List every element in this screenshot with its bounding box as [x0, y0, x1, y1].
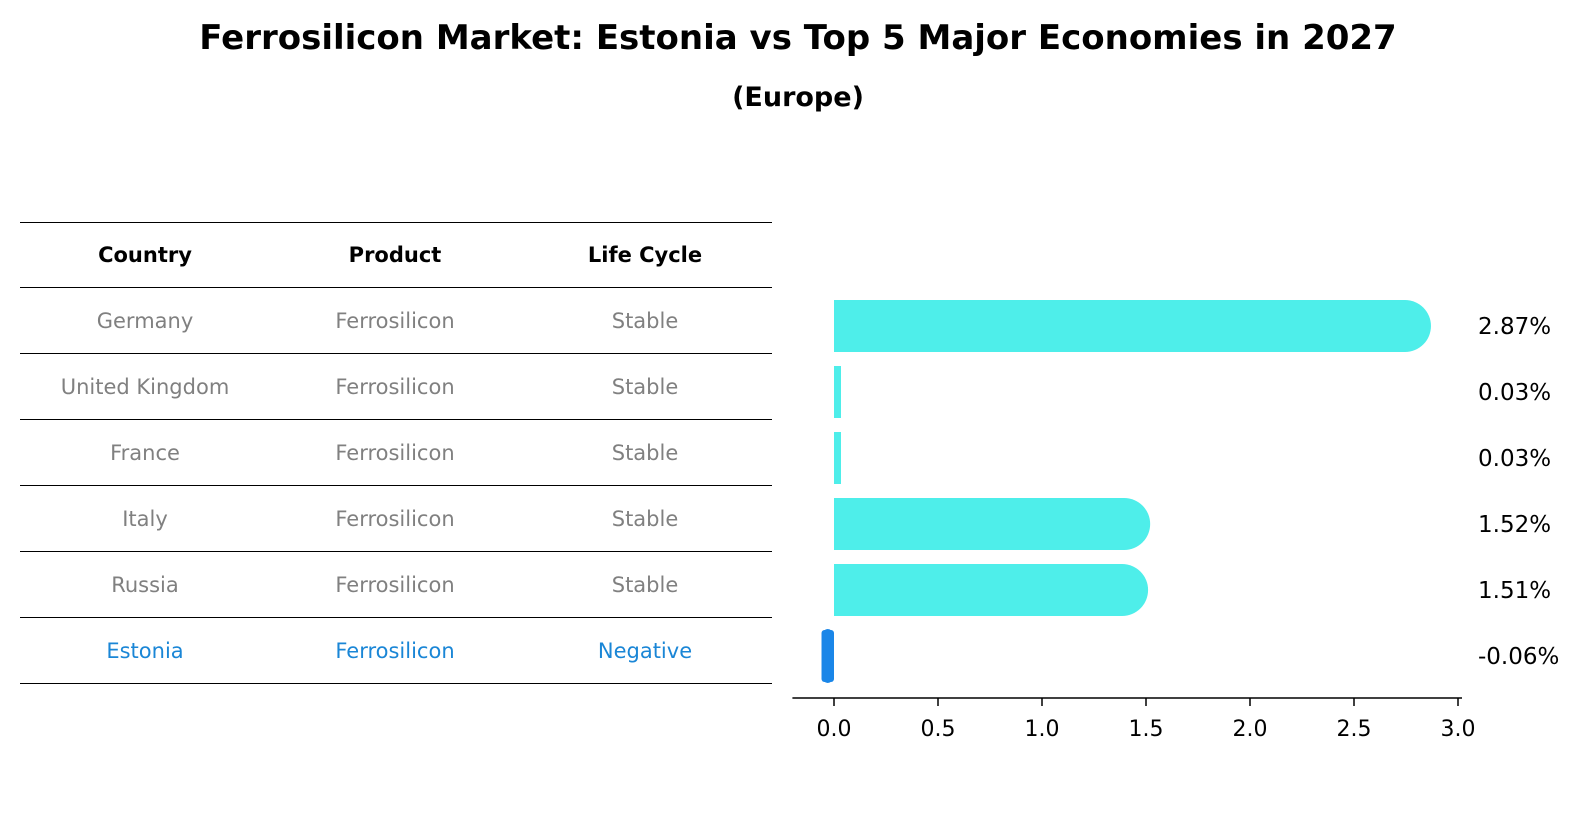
- table-row: Russia Ferrosilicon Stable: [20, 552, 772, 618]
- bar-russia: [834, 564, 1149, 616]
- cell-country: France: [110, 440, 180, 465]
- header-product: Product: [348, 243, 442, 267]
- table-header-row: Country Product Life Cycle: [20, 222, 772, 288]
- value-label-italy: 1.52%: [1478, 512, 1551, 538]
- x-tick-label: 1.0: [1025, 717, 1060, 742]
- header-country: Country: [98, 243, 192, 267]
- cell-product: Ferrosilicon: [335, 308, 455, 333]
- table-row: France Ferrosilicon Stable: [20, 420, 772, 486]
- cell-product: Ferrosilicon: [335, 506, 455, 531]
- cell-country: Italy: [122, 506, 168, 531]
- cell-product: Ferrosilicon: [335, 440, 455, 465]
- cell-life-cycle: Stable: [611, 572, 679, 597]
- bar-france: [834, 432, 841, 484]
- bar-estonia: [821, 629, 834, 683]
- chart-title: Ferrosilicon Market: Estonia vs Top 5 Ma…: [199, 18, 1397, 58]
- table-row: Italy Ferrosilicon Stable: [20, 486, 772, 552]
- x-tick-label: 0.0: [817, 717, 852, 742]
- bar-united-kingdom: [834, 366, 841, 418]
- cell-life-cycle: Stable: [611, 308, 679, 333]
- value-label-estonia: -0.06%: [1478, 644, 1559, 670]
- cell-country: Estonia: [106, 638, 184, 663]
- cell-country: Germany: [96, 308, 194, 333]
- cell-life-cycle: Stable: [611, 374, 679, 399]
- cell-product: Ferrosilicon: [335, 638, 455, 663]
- comparison-table: Country Product Life Cycle Germany Ferro…: [20, 222, 772, 684]
- x-tick-label: 3.0: [1441, 717, 1476, 742]
- table-row: United Kingdom Ferrosilicon Stable: [20, 354, 772, 420]
- table-row: Germany Ferrosilicon Stable: [20, 288, 772, 354]
- x-tick-label: 1.5: [1129, 717, 1164, 742]
- value-label-russia: 1.51%: [1478, 578, 1551, 604]
- value-label-france: 0.03%: [1478, 446, 1551, 472]
- x-tick-label: 2.0: [1233, 717, 1268, 742]
- bar-germany: [834, 300, 1431, 352]
- x-tick-label: 0.5: [921, 717, 956, 742]
- header-life-cycle: Life Cycle: [587, 243, 703, 267]
- table-row-highlighted: Estonia Ferrosilicon Negative: [20, 618, 772, 684]
- cell-product: Ferrosilicon: [335, 572, 455, 597]
- x-tick-label: 2.5: [1337, 717, 1372, 742]
- cell-country: United Kingdom: [60, 374, 230, 399]
- cell-life-cycle: Negative: [597, 638, 693, 663]
- chart-subtitle: (Europe): [732, 82, 864, 113]
- cell-life-cycle: Stable: [611, 440, 679, 465]
- value-label-united-kingdom: 0.03%: [1478, 380, 1551, 406]
- bar-italy: [834, 498, 1151, 550]
- cell-life-cycle: Stable: [611, 506, 679, 531]
- value-label-germany: 2.87%: [1478, 314, 1551, 340]
- cell-country: Russia: [111, 572, 179, 597]
- cell-product: Ferrosilicon: [335, 374, 455, 399]
